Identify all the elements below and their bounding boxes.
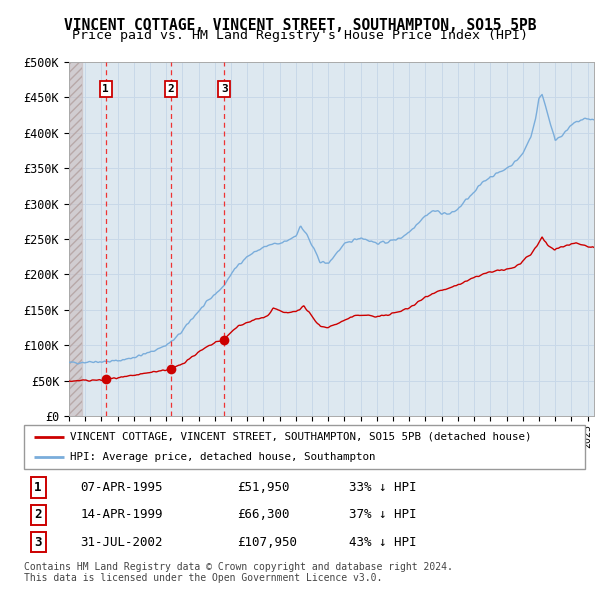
Text: £107,950: £107,950 xyxy=(237,536,297,549)
Text: 07-APR-1995: 07-APR-1995 xyxy=(80,481,163,494)
Text: 2: 2 xyxy=(167,84,174,94)
Text: 3: 3 xyxy=(34,536,42,549)
Text: 37% ↓ HPI: 37% ↓ HPI xyxy=(349,508,417,522)
Text: 43% ↓ HPI: 43% ↓ HPI xyxy=(349,536,417,549)
Text: Price paid vs. HM Land Registry's House Price Index (HPI): Price paid vs. HM Land Registry's House … xyxy=(72,30,528,42)
Text: 14-APR-1999: 14-APR-1999 xyxy=(80,508,163,522)
Text: Contains HM Land Registry data © Crown copyright and database right 2024.
This d: Contains HM Land Registry data © Crown c… xyxy=(24,562,453,584)
Text: VINCENT COTTAGE, VINCENT STREET, SOUTHAMPTON, SO15 5PB: VINCENT COTTAGE, VINCENT STREET, SOUTHAM… xyxy=(64,18,536,32)
Text: 33% ↓ HPI: 33% ↓ HPI xyxy=(349,481,417,494)
Text: 3: 3 xyxy=(221,84,227,94)
Text: HPI: Average price, detached house, Southampton: HPI: Average price, detached house, Sout… xyxy=(70,452,376,462)
Text: £51,950: £51,950 xyxy=(237,481,290,494)
Text: 1: 1 xyxy=(103,84,109,94)
Text: 2: 2 xyxy=(34,508,42,522)
Text: VINCENT COTTAGE, VINCENT STREET, SOUTHAMPTON, SO15 5PB (detached house): VINCENT COTTAGE, VINCENT STREET, SOUTHAM… xyxy=(70,432,532,442)
FancyBboxPatch shape xyxy=(24,425,585,469)
Text: 31-JUL-2002: 31-JUL-2002 xyxy=(80,536,163,549)
Text: £66,300: £66,300 xyxy=(237,508,290,522)
Text: 1: 1 xyxy=(34,481,42,494)
